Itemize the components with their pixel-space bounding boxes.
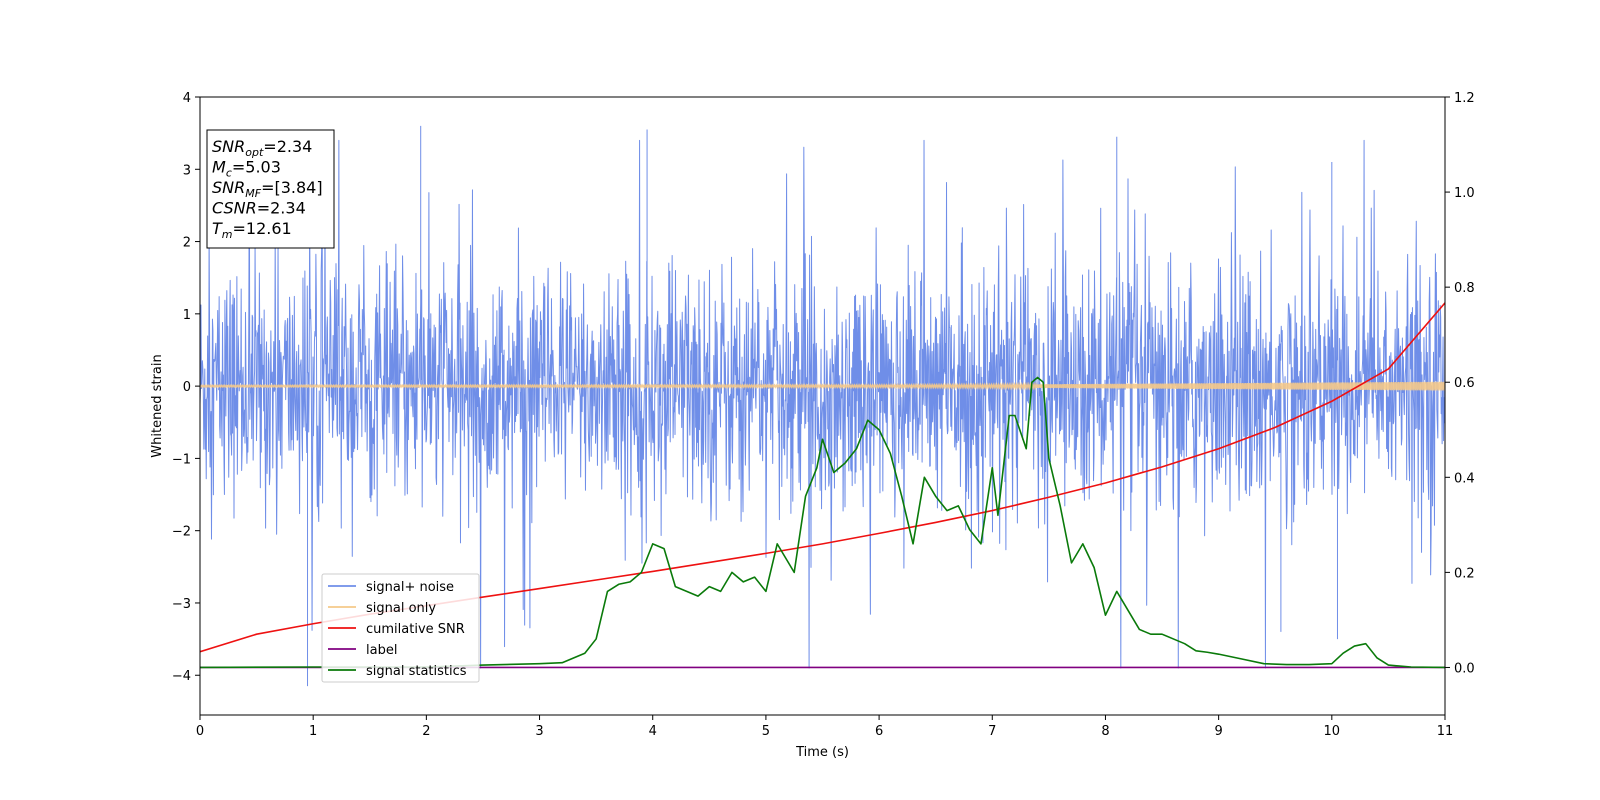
y-right-tick-label: 0.2 xyxy=(1454,566,1475,581)
x-tick-label: 11 xyxy=(1437,724,1454,739)
annotation-frame xyxy=(206,129,335,249)
legend-label: signal statistics xyxy=(366,664,467,679)
y-left-tick-label: −3 xyxy=(172,597,191,612)
x-tick-label: 8 xyxy=(1101,724,1109,739)
y-left-tick-label: −2 xyxy=(172,525,191,540)
annotation-line: CSNR=2.34 xyxy=(212,199,306,218)
annotation-line: SNRopt=2.34 xyxy=(212,137,312,159)
x-tick-label: 2 xyxy=(422,724,430,739)
y-right-tick-label: 0.6 xyxy=(1454,376,1475,391)
annotation-line: SNRMF=[3.84] xyxy=(212,178,323,200)
legend-label: label xyxy=(366,643,397,658)
y-left-tick-label: 3 xyxy=(183,163,191,178)
annotation-box: SNRopt=2.34Mc=5.03SNRMF=[3.84]CSNR=2.34T… xyxy=(206,129,335,249)
y-right-tick-label: 0.0 xyxy=(1454,661,1475,676)
series-signal-noise xyxy=(200,125,1445,687)
legend-label: cumilative SNR xyxy=(366,622,465,637)
x-tick-label: 4 xyxy=(649,724,657,739)
series-signal-statistics xyxy=(200,376,1445,669)
y-right-tick-label: 1.0 xyxy=(1454,186,1475,201)
annotation-line: Tm=12.61 xyxy=(212,219,292,241)
x-axis-label: Time (s) xyxy=(795,745,849,760)
legend-label: signal only xyxy=(366,601,436,616)
y-left-tick-label: 0 xyxy=(183,380,191,395)
y-left-tick-label: −4 xyxy=(172,669,191,684)
x-tick-label: 1 xyxy=(309,724,317,739)
legend: signal+ noise signal only cumilative SNR la… xyxy=(321,573,480,683)
legend-frame xyxy=(321,573,480,683)
x-tick-label: 7 xyxy=(988,724,996,739)
legend-label: signal+ noise xyxy=(366,580,454,595)
y-left-tick-label: 1 xyxy=(183,308,191,323)
x-tick-label: 5 xyxy=(762,724,770,739)
y-right-tick-label: 0.4 xyxy=(1454,471,1475,486)
y-left-tick-label: 2 xyxy=(183,236,191,251)
ticks: 0 1 2 3 4 5 6 7 8 9 10 11 −4 −3 −2 −1 0 1 2 3 4 0.0 0.2 0.4 0.6 0… xyxy=(172,91,1475,739)
y-left-tick-label: −1 xyxy=(172,452,191,467)
y-right-tick-label: 0.8 xyxy=(1454,281,1475,296)
x-tick-label: 3 xyxy=(535,724,543,739)
x-tick-label: 10 xyxy=(1324,724,1341,739)
y-left-tick-label: 4 xyxy=(183,91,191,106)
axes-frame xyxy=(199,96,1446,716)
x-tick-label: 6 xyxy=(875,724,883,739)
y-right-tick-label: 1.2 xyxy=(1454,91,1475,106)
x-tick-label: 9 xyxy=(1214,724,1222,739)
series-signal-only xyxy=(200,381,1445,391)
y-axis-label: Whitened strain xyxy=(150,354,165,457)
annotation-line: Mc=5.03 xyxy=(212,158,281,180)
x-tick-label: 0 xyxy=(196,724,204,739)
